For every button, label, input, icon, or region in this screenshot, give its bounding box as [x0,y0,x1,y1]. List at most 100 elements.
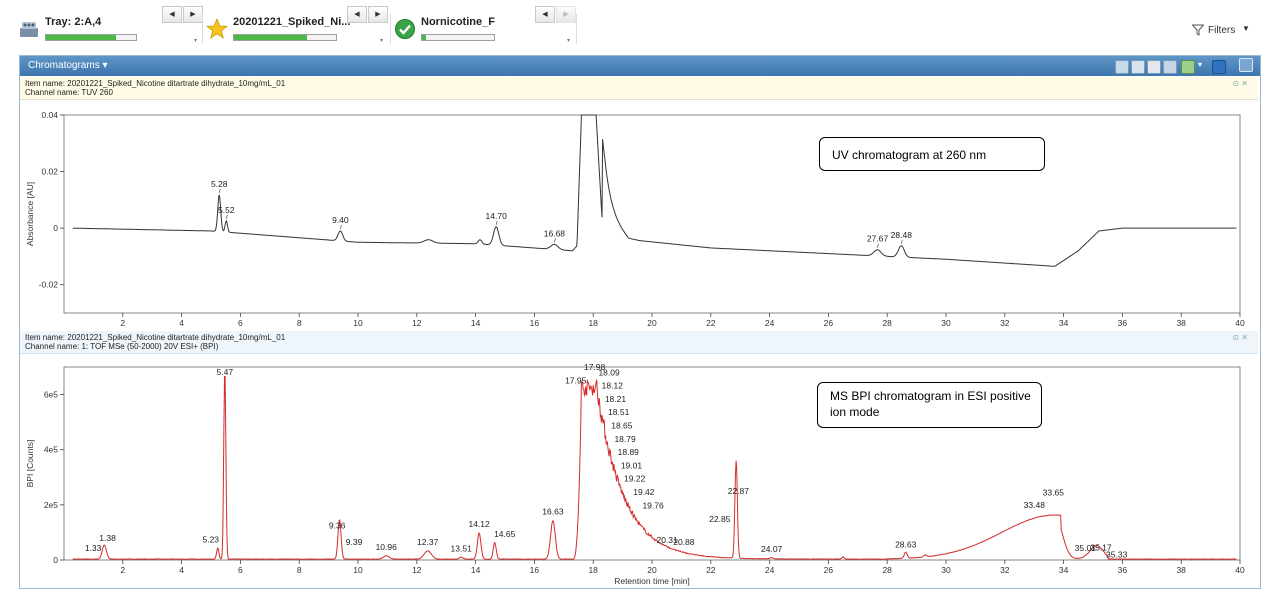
overlay-icon[interactable] [1131,60,1145,74]
uv-peak-label: 16.68 [544,228,566,238]
uv-peak-label: 9.40 [332,215,349,225]
ms-x-tick-label: 10 [353,565,363,575]
uv-x-tick-label: 32 [1000,318,1010,328]
ms-annotation: MS BPI chromatogram in ESI positive ion … [817,382,1042,428]
sample-progress-bar [233,34,337,41]
uv-x-tick-label: 34 [1059,318,1069,328]
uv-x-tick-label: 10 [353,318,363,328]
uv-x-tick-label: 6 [238,318,243,328]
table-icon[interactable] [1163,60,1177,74]
uv-peak-marker [877,243,879,248]
pin-icon[interactable]: ⊙ ✕ [1232,333,1248,342]
uv-x-tick-label: 22 [706,318,716,328]
ms-x-axis-label: Retention time [min] [614,576,690,586]
uv-x-tick-label: 4 [179,318,184,328]
component-progress-bar [421,34,495,41]
ms-main-peak-label: 17.95 [565,376,587,386]
uv-peak-label: 14.70 [486,211,508,221]
chromatograms-menu[interactable]: Chromatograms ▾ [28,60,108,71]
tray-label: Tray: 2:A,4 [45,16,102,28]
ms-main-peak-label: 19.01 [621,460,643,470]
ms-main-peak-label: 19.76 [642,500,664,510]
ms-main-peak-label: 20.31 [656,535,678,545]
tray-selector[interactable]: Tray: 2:A,4 [18,14,196,44]
uv-x-tick-label: 20 [647,318,657,328]
component-prev-button[interactable]: ◀ [535,6,555,23]
toolbar-divider [202,14,203,44]
sample-selector[interactable]: 20201221_Spiked_Ni... [206,14,386,44]
chevron-down-icon[interactable]: ▾ [194,38,198,44]
ms-x-tick-label: 8 [297,565,302,575]
uv-annotation: UV chromatogram at 260 nm [819,137,1045,171]
ms-item-name: Item name: 20201221_Spiked_Nicotine dita… [25,333,286,342]
uv-x-tick-label: 28 [882,318,892,328]
uv-peak-marker [340,224,342,230]
ms-peak-label: 28.63 [895,539,917,549]
component-selector[interactable]: Nornicotine_F [394,14,574,44]
ms-peak-label: 12.37 [417,537,439,547]
ms-peak-label: 1.38 [99,533,116,543]
ms-main-peak-label: 18.65 [611,420,633,430]
tray-next-button[interactable]: ▶ [183,6,203,23]
panel-header: Chromatograms ▾ ▾ [20,56,1260,76]
chromatogram-plots[interactable]: 2 4 6 8 10 12 14 16 18 20 22 24 26 28 30 32 34 36 38 400.04… [20,56,1260,588]
ms-main-peak-label: 17.98 [584,362,606,372]
ms-x-tick-label: 14 [471,565,481,575]
ms-x-tick-label: 2 [120,565,125,575]
ms-peak-label: 1.33 [85,543,102,553]
ms-peak-label: 22.87 [728,486,750,496]
ms-bpi-chromatogram: 2 4 6 8 10 12 14 16 18 20 22 24 26 28 30 32 34 36 38 4002e5… [25,362,1245,586]
filters-button[interactable]: Filters ▼ [1182,18,1262,44]
sample-prev-button[interactable]: ◀ [347,6,367,23]
ms-x-tick-label: 30 [941,565,951,575]
uv-channel-name: Channel name: TUV 260 [25,88,113,97]
chevron-down-icon[interactable]: ▾ [567,38,571,44]
ms-peak-label: 10.96 [376,542,398,552]
ms-peak-label: 9.36 [329,521,346,531]
component-next-button[interactable]: ▶ [556,6,576,23]
refresh-icon[interactable] [1147,60,1161,74]
uv-peak-marker [901,239,903,244]
uv-y-axis-label: Absorbance [AU] [25,182,35,246]
uv-peak-marker [554,238,556,243]
ms-x-tick-label: 22 [706,565,716,575]
tray-icon [20,22,38,37]
ms-peak-label: 13.51 [451,543,473,553]
restore-icon[interactable] [1239,58,1253,72]
sample-toolbar: Tray: 2:A,4 ◀ ▶ ▾ 20201221_Spiked_Ni... … [0,0,1280,50]
ms-y-tick-label: 6e5 [44,390,58,400]
uv-peak-label: 5.52 [218,205,235,215]
chevron-down-icon[interactable]: ▾ [380,38,384,44]
pin-icon[interactable]: ⊙ ✕ [1232,79,1248,88]
ms-peak-label: 35.33 [1106,550,1128,560]
ms-main-peak-label: 18.79 [614,434,636,444]
uv-x-tick-label: 24 [765,318,775,328]
ms-x-tick-label: 38 [1176,565,1186,575]
ms-main-peak-label: 18.89 [618,447,640,457]
tray-progress-bar [45,34,137,41]
sample-next-button[interactable]: ▶ [368,6,388,23]
ms-plot-frame [63,366,1241,561]
ms-x-tick-label: 16 [530,565,540,575]
ms-x-tick-label: 26 [824,565,834,575]
export-icon[interactable] [1181,60,1195,74]
uv-peak-label: 27.67 [867,234,889,244]
uv-x-tick-label: 14 [471,318,481,328]
uv-peak-marker [495,220,498,225]
move-icon[interactable] [1212,60,1226,74]
zoom-icon[interactable] [1115,60,1129,74]
uv-item-name: Item name: 20201221_Spiked_Nicotine dita… [25,79,286,88]
ms-main-peak-label: 18.09 [598,367,620,377]
chevron-down-icon[interactable]: ▾ [1198,60,1203,69]
ms-x-tick-label: 32 [1000,565,1010,575]
uv-y-tick-label: 0 [53,223,58,233]
star-icon [206,18,228,39]
filter-icon [1192,24,1204,36]
chromatograms-panel: Chromatograms ▾ ▾ Item name: 20201221_Sp… [19,55,1261,589]
tray-prev-button[interactable]: ◀ [162,6,182,23]
ms-peak-label: 5.23 [202,534,219,544]
uv-peak-marker [218,188,221,193]
ms-main-peak-label: 18.12 [602,381,624,391]
ms-x-tick-label: 40 [1235,565,1245,575]
uv-peak-marker [225,214,228,219]
